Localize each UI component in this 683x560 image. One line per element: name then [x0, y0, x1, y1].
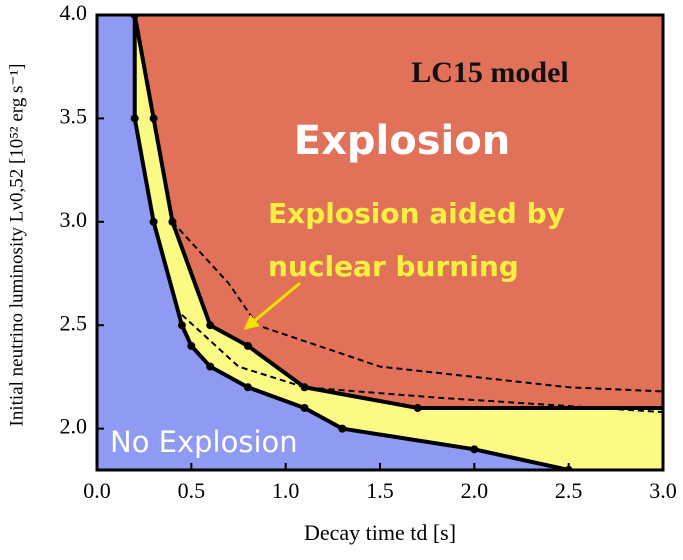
x-axis-title: Decay time td [s] [304, 520, 456, 545]
frame [95, 13, 665, 472]
boundary-line [181, 314, 663, 414]
y-tick-label: 3.0 [60, 207, 88, 232]
boundary-point [470, 445, 479, 454]
boundary-point [177, 321, 186, 330]
boundary-point [243, 383, 252, 392]
annotation: nuclear burning [268, 250, 519, 283]
y-axis-title: Initial neutrino luminosity Lν0,52 [10⁵²… [6, 64, 27, 427]
boundary-point [130, 114, 139, 123]
region-below [97, 15, 569, 470]
boundary-point [149, 217, 158, 226]
boundary-line [132, 15, 663, 410]
annotation: Explosion aided by [268, 197, 565, 230]
annotation: No Explosion [110, 425, 298, 459]
x-tick-label: 3.0 [649, 478, 677, 503]
x-tick-label: 1.0 [272, 478, 300, 503]
boundary-point [413, 403, 422, 412]
x-tick-label: 2.0 [461, 478, 489, 503]
boundary-point [338, 424, 347, 433]
y-tick-label: 2.0 [60, 414, 88, 439]
x-tick-label: 0.5 [178, 478, 206, 503]
x-tick-label: 1.5 [366, 478, 394, 503]
annotation: Explosion [294, 118, 510, 164]
boundary-point [300, 403, 309, 412]
arrow [243, 281, 301, 330]
y-tick-label: 3.5 [60, 103, 88, 128]
y-tick-label: 4.0 [60, 0, 88, 25]
annotation: LC15 model [411, 56, 569, 89]
x-tick-label: 2.5 [555, 478, 583, 503]
boundary-point [243, 341, 252, 350]
y-tick-label: 2.5 [60, 310, 88, 335]
plot-area [97, 15, 663, 470]
boundary-point [187, 341, 196, 350]
boundary-point [206, 321, 215, 330]
boundary-point [206, 362, 215, 371]
region-between [134, 15, 663, 470]
x-tick-label: 0.0 [83, 478, 111, 503]
boundary-point [149, 114, 158, 123]
